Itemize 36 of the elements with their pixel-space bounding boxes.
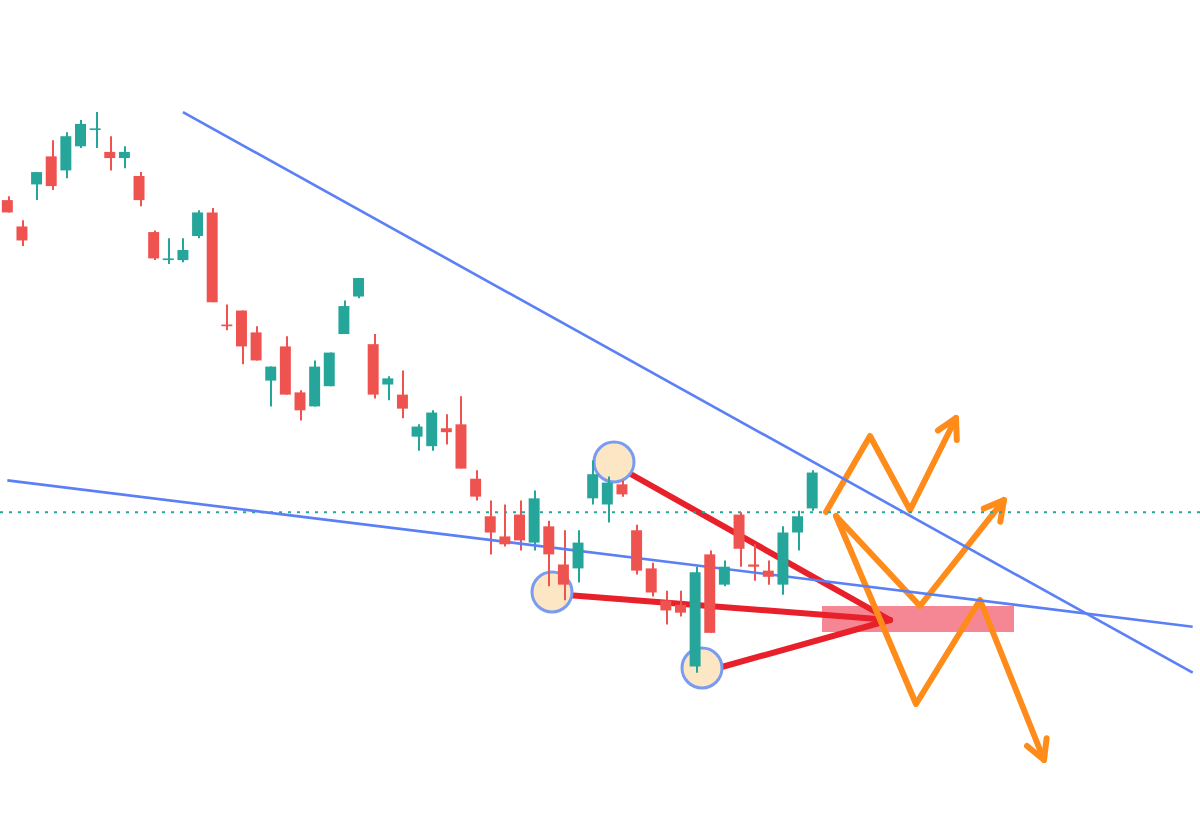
candlestick [718,559,730,588]
candlestick [104,135,116,172]
candlestick [45,139,57,192]
candlestick [89,111,101,149]
candlestick [353,277,365,300]
candlestick [631,523,643,576]
candlestick [514,499,525,552]
candlestick [484,499,496,556]
candlestick [250,325,262,362]
candlestick [192,209,204,240]
candlestick [557,529,569,602]
candlestick [16,219,28,248]
candlestick [572,529,584,584]
candlestick [309,359,321,408]
candlestick [338,299,350,336]
candlestick [294,389,306,422]
candlestick [748,543,760,582]
candlestick [396,369,408,420]
candlestick [499,503,511,548]
candlestick [762,559,774,586]
candlestick [60,131,72,180]
candlestick [587,459,599,506]
candlestick [675,589,686,618]
candlestick [645,561,657,598]
candlestick [31,171,43,202]
candlestick [133,171,145,208]
candlestick [118,145,130,170]
candlestick [235,309,247,366]
candlestick [660,589,672,626]
candlestick [733,511,745,568]
candlestick [382,375,394,402]
candlestick [543,519,555,588]
candlestick [265,365,277,408]
candlestick [75,118,86,149]
candlestick [148,229,160,262]
candlestick [470,469,482,502]
